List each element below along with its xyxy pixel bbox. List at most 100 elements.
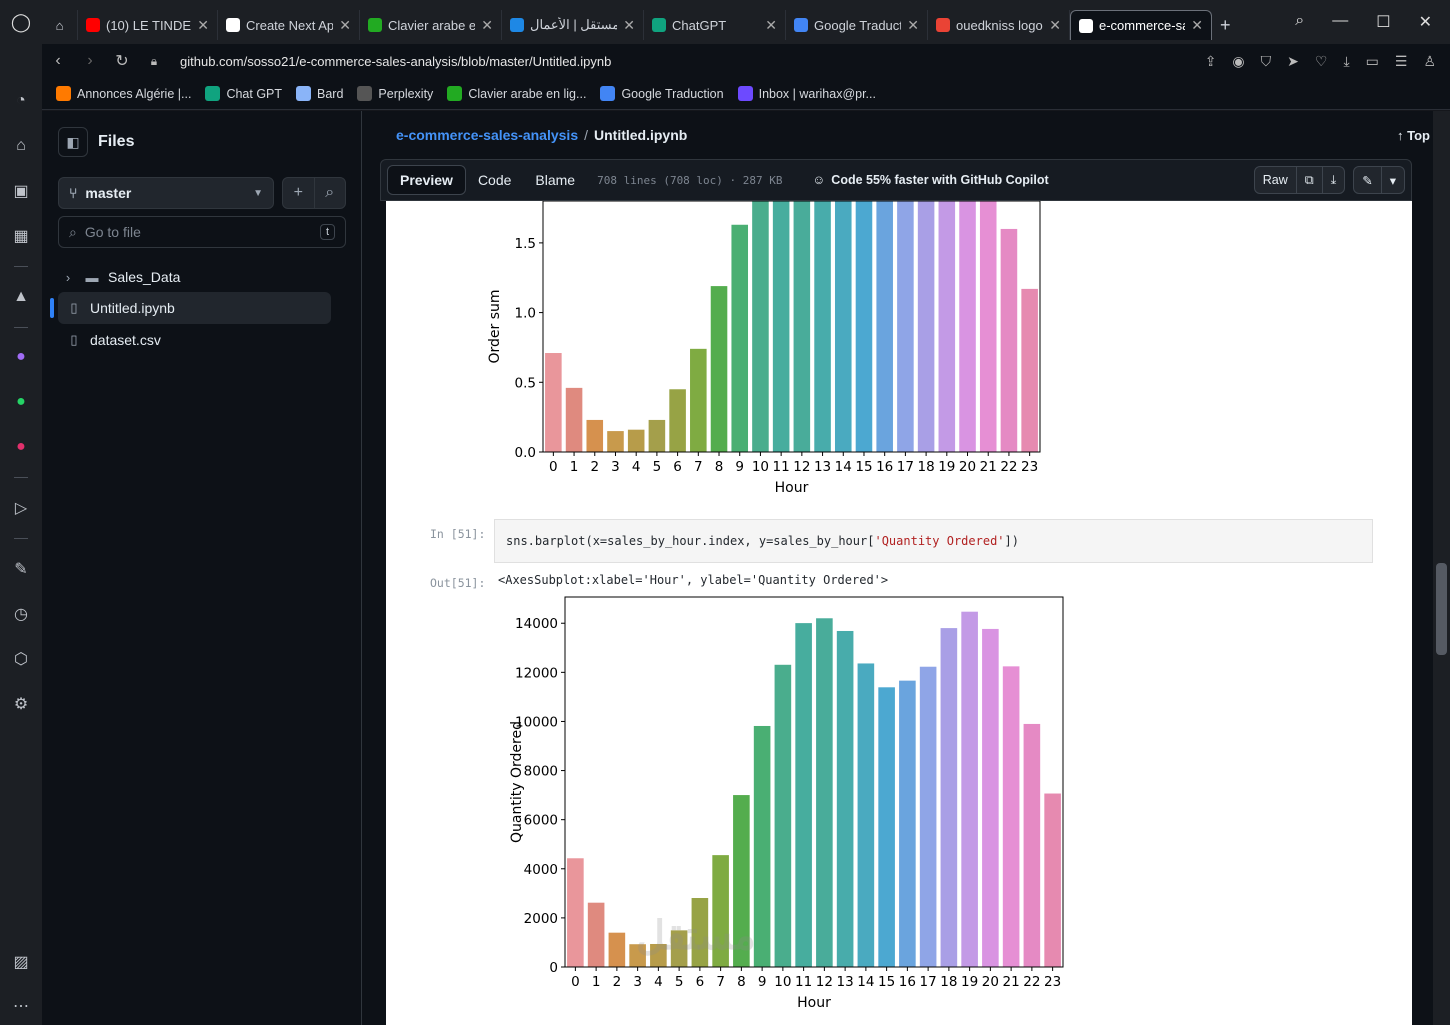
bar: [1002, 666, 1020, 967]
x-axis-label: Hour: [775, 480, 809, 496]
shield-icon[interactable]: ⛉: [1260, 52, 1272, 69]
tab-code[interactable]: Code: [477, 172, 512, 188]
top-link[interactable]: ↑ Top: [1397, 128, 1430, 143]
y-tick-label: 2000: [524, 911, 558, 927]
download-icon[interactable]: ⤓: [1330, 172, 1337, 187]
close-tab-icon[interactable]: ✕: [1049, 16, 1061, 33]
tab-blame[interactable]: Blame: [535, 172, 576, 188]
x-tick-label: 10: [752, 459, 769, 475]
bar: [814, 201, 831, 452]
whatsapp-icon[interactable]: ●: [16, 393, 26, 410]
close-tab-icon[interactable]: ✕: [907, 16, 919, 33]
url-field[interactable]: github.com/sosso21/e-commerce-sales-anal…: [180, 53, 612, 69]
tree-item-file[interactable]: ▯ dataset.csv: [58, 324, 331, 356]
close-tab-icon[interactable]: ✕: [197, 16, 209, 33]
browser-tab[interactable]: ChatGPT ✕: [644, 10, 786, 40]
search-icon[interactable]: ⌕: [325, 184, 335, 201]
extensions-icon[interactable]: ⬡: [14, 651, 28, 668]
close-tab-icon[interactable]: ✕: [481, 16, 493, 33]
bar: [1023, 723, 1041, 967]
output-text: <AxesSubplot:xlabel='Hour', ylabel='Quan…: [498, 573, 889, 587]
speed-dial-icon[interactable]: ◔: [16, 92, 26, 109]
bookmark-item[interactable]: Google Traduction: [600, 86, 724, 101]
output-prompt: Out[51]:: [430, 576, 486, 590]
heart-icon[interactable]: ♡: [1314, 52, 1328, 69]
bar: [650, 943, 667, 967]
close-tab-icon[interactable]: ✕: [1191, 17, 1203, 33]
tree-item-folder[interactable]: › ▬ Sales_Data: [58, 261, 331, 293]
y-axis-label: Order sum: [487, 289, 503, 363]
close-tab-icon[interactable]: ✕: [623, 16, 635, 33]
bookmark-item[interactable]: Chat GPT: [205, 86, 282, 101]
chevron-down-icon[interactable]: ▾: [1389, 173, 1396, 188]
share-icon[interactable]: ⇪: [1204, 52, 1217, 69]
history-icon[interactable]: ◷: [14, 606, 28, 623]
breadcrumb-repo-link[interactable]: e-commerce-sales-analysis: [396, 127, 579, 143]
maximize-icon[interactable]: ☐: [1376, 14, 1391, 31]
forward-icon[interactable]: ›: [87, 52, 93, 69]
back-icon[interactable]: ‹: [55, 52, 61, 69]
branch-selector[interactable]: ⑂ master ▼: [58, 177, 274, 209]
profile-icon[interactable]: ♙: [1423, 52, 1436, 69]
github-icon: [1079, 18, 1093, 33]
close-window-icon[interactable]: ✕: [1418, 14, 1432, 31]
gallery-icon[interactable]: ▨: [13, 954, 29, 971]
browser-tab[interactable]: Create Next App ✕: [218, 10, 360, 40]
chip-icon[interactable]: ▦: [13, 228, 29, 245]
reload-icon[interactable]: ↻: [115, 53, 129, 70]
twitch-icon[interactable]: ▣: [13, 183, 29, 200]
copilot-link[interactable]: ☺ Code 55% faster with GitHub Copilot: [813, 173, 1049, 187]
edit-pencil-icon[interactable]: ✎: [1354, 167, 1382, 193]
bookmark-item[interactable]: Clavier arabe en lig...: [447, 86, 586, 101]
tab-preview[interactable]: Preview: [387, 165, 466, 195]
browser-tab[interactable]: ouedkniss logo - ✕: [928, 10, 1070, 40]
code-cell[interactable]: sns.barplot(x=sales_by_hour.index, y=sal…: [494, 519, 1373, 563]
player-icon[interactable]: ▷: [14, 500, 28, 517]
bookmark-item[interactable]: Annonces Algérie |...: [56, 86, 191, 101]
go-to-file-input[interactable]: ⌕ Go to file t: [58, 216, 346, 248]
browser-tab[interactable]: Clavier arabe en ✕: [360, 10, 502, 40]
instagram-icon[interactable]: ●: [16, 438, 26, 455]
search-tabs-icon[interactable]: ⌕: [1295, 12, 1305, 29]
bar: [878, 687, 895, 967]
scrollbar-thumb[interactable]: [1436, 563, 1447, 655]
raw-button[interactable]: Raw: [1255, 167, 1297, 193]
opera-menu-icon[interactable]: ◯: [10, 11, 32, 32]
gamepad-icon[interactable]: ⌂: [42, 10, 78, 40]
aria-icon[interactable]: ▲: [13, 288, 29, 305]
send-icon[interactable]: ➤: [1287, 52, 1299, 69]
pinboard-icon[interactable]: ✎: [14, 561, 28, 578]
browser-tab[interactable]: Google Traductio ✕: [786, 10, 928, 40]
quantity-ordered-bar-chart: 0 1 2 3 4 5 6 7 8 9 10 11 12 13 14 15 16 17 18 19 20 21 22 2302…: [509, 596, 1064, 1011]
download-icon[interactable]: ⤓: [1343, 52, 1350, 69]
new-tab-button[interactable]: +: [1220, 14, 1231, 35]
bookmark-item[interactable]: Bard: [296, 86, 343, 101]
tree-item-file-selected[interactable]: ▯ Untitled.ipynb: [50, 292, 331, 324]
x-tick-label: 16: [876, 459, 893, 475]
close-tab-icon[interactable]: ✕: [339, 16, 351, 33]
bar: [733, 795, 750, 967]
x-tick-label: 14: [857, 974, 874, 990]
y-tick-label: 12000: [515, 665, 558, 681]
collapse-sidebar-icon[interactable]: ◧: [58, 127, 88, 157]
easy-setup-icon[interactable]: ☰: [1394, 52, 1408, 69]
bookmark-label: Bard: [317, 86, 344, 101]
battery-icon[interactable]: ▭: [1365, 52, 1379, 69]
bar: [691, 898, 709, 967]
messenger-icon[interactable]: ●: [16, 348, 26, 365]
add-file-icon[interactable]: +: [283, 178, 315, 208]
browser-tab[interactable]: (10) LE TINDE ✕: [78, 10, 218, 40]
copy-icon[interactable]: ⧉: [1297, 167, 1323, 193]
close-tab-icon[interactable]: ✕: [765, 16, 777, 33]
settings-icon[interactable]: ⚙: [13, 696, 29, 713]
browser-tab[interactable]: مستقل | الأعمال ✕: [502, 10, 644, 40]
minimize-icon[interactable]: —: [1332, 12, 1349, 29]
bar: [836, 630, 854, 967]
browser-tab[interactable]: e-commerce-sale ✕: [1070, 10, 1212, 40]
ok-icon: [56, 86, 71, 101]
bookmark-item[interactable]: Inbox | warihax@pr...: [737, 86, 876, 101]
shopping-icon[interactable]: ⌂: [16, 137, 26, 154]
camera-icon[interactable]: ◉: [1232, 52, 1245, 69]
bookmark-item[interactable]: Perplexity: [357, 86, 433, 101]
more-icon[interactable]: ⋯: [13, 998, 29, 1015]
